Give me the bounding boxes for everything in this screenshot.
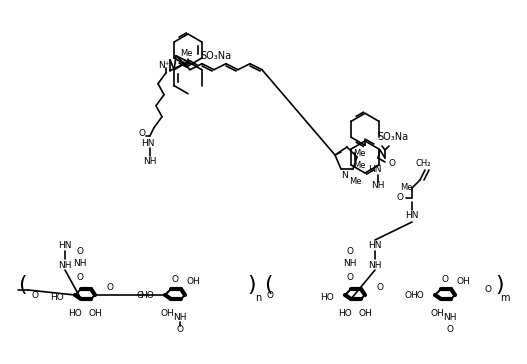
Text: HO: HO [320,293,334,301]
Text: HO: HO [140,290,154,300]
Text: O: O [136,290,143,300]
Text: HN: HN [141,139,155,148]
Text: NH: NH [371,182,385,190]
Text: HN: HN [405,211,419,221]
Text: HO: HO [410,290,424,300]
Text: NH: NH [73,258,87,268]
Text: N: N [341,170,348,179]
Text: OH: OH [456,277,470,285]
Text: O: O [106,282,113,292]
Text: (: ( [264,275,272,295]
Text: (: ( [18,275,26,295]
Text: SO₃Na: SO₃Na [200,51,231,61]
Text: HO: HO [50,293,64,301]
Text: O: O [484,285,492,294]
Text: O: O [32,290,38,300]
Text: Me: Me [178,59,190,68]
Text: HN: HN [368,241,382,249]
Text: Me: Me [353,149,365,158]
Text: Me: Me [353,161,365,170]
Text: HN: HN [368,166,382,174]
Text: OH: OH [430,309,444,317]
Text: O: O [388,159,395,169]
Text: NH: NH [343,258,357,268]
Text: O: O [405,290,412,300]
Text: SO₃Na: SO₃Na [377,132,408,142]
Text: HO: HO [68,309,82,317]
Text: n: n [255,293,261,303]
Text: HN: HN [58,241,72,249]
Text: NH: NH [443,313,457,321]
Text: O: O [446,324,454,333]
Text: N⁺: N⁺ [158,61,170,70]
Text: O: O [171,274,179,284]
Text: O: O [139,129,145,138]
Text: NH: NH [58,261,72,269]
Text: OH: OH [186,277,200,285]
Text: Me: Me [349,177,361,186]
Text: O: O [177,324,183,333]
Text: O: O [396,194,404,202]
Text: ): ) [496,275,504,295]
Text: O: O [376,282,384,292]
Text: NH: NH [173,313,187,321]
Text: HO: HO [338,309,352,317]
Text: O: O [346,273,354,281]
Text: ): ) [248,275,256,295]
Text: OH: OH [88,309,102,317]
Text: CH₂: CH₂ [415,159,431,169]
Text: O: O [346,246,354,256]
Text: OH: OH [358,309,372,317]
Text: NH: NH [143,157,157,166]
Text: O: O [442,274,448,284]
Text: Me: Me [400,183,412,193]
Text: m: m [500,293,510,303]
Text: O: O [76,273,83,281]
Text: OH: OH [160,309,174,317]
Text: O: O [267,290,274,300]
Text: O: O [76,246,83,256]
Text: Me: Me [180,49,192,58]
Text: NH: NH [368,261,382,269]
